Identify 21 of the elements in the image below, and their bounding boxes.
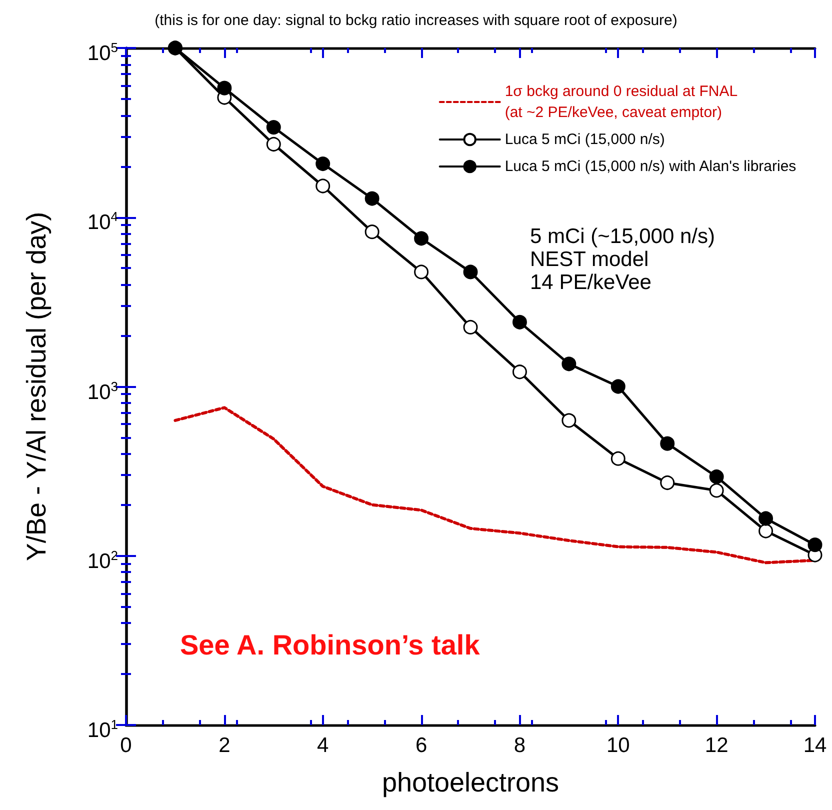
x-tick-label: 12: [704, 734, 728, 757]
x-tick-label: 14: [803, 734, 827, 757]
x-tick-label: 8: [514, 734, 526, 757]
x-tick-label: 4: [317, 734, 330, 757]
chart-title: (this is for one day: signal to bckg ratio increases with square root of exposure): [154, 12, 678, 29]
y-axis-title: Y/Be - Y/Al residual (per day): [22, 212, 52, 562]
y-tick-label: 10$^{3}$: [87, 378, 118, 404]
legend-label: 1σ bckg around 0 residual at FNAL (at ~2 PE/keVee, caveat emptor): [504, 83, 738, 121]
x-tick-label: 2: [218, 734, 230, 757]
legend-label: Luca 5 mCi (15,000 n/s) with Alan's libraries: [504, 158, 796, 175]
annotation: See A. Robinson’s talk: [180, 630, 480, 660]
legend-label: Luca 5 mCi (15,000 n/s): [504, 131, 665, 148]
y-tick-label: 10$^{2}$: [87, 546, 118, 574]
x-tick-label: 6: [415, 734, 428, 757]
annotation: 5 mCi (~15,000 n/s) NEST model 14 PE/keVee: [530, 225, 716, 294]
y-tick-label: 10$^{4}$: [87, 208, 118, 236]
y-tick-label: 10$^{5}$: [87, 39, 118, 66]
x-axis-title: photoelectrons: [382, 768, 560, 798]
x-tick-label: 10: [606, 734, 630, 757]
y-tick-label: 10$^{1}$: [87, 716, 118, 743]
x-tick-label: 0: [120, 734, 132, 757]
